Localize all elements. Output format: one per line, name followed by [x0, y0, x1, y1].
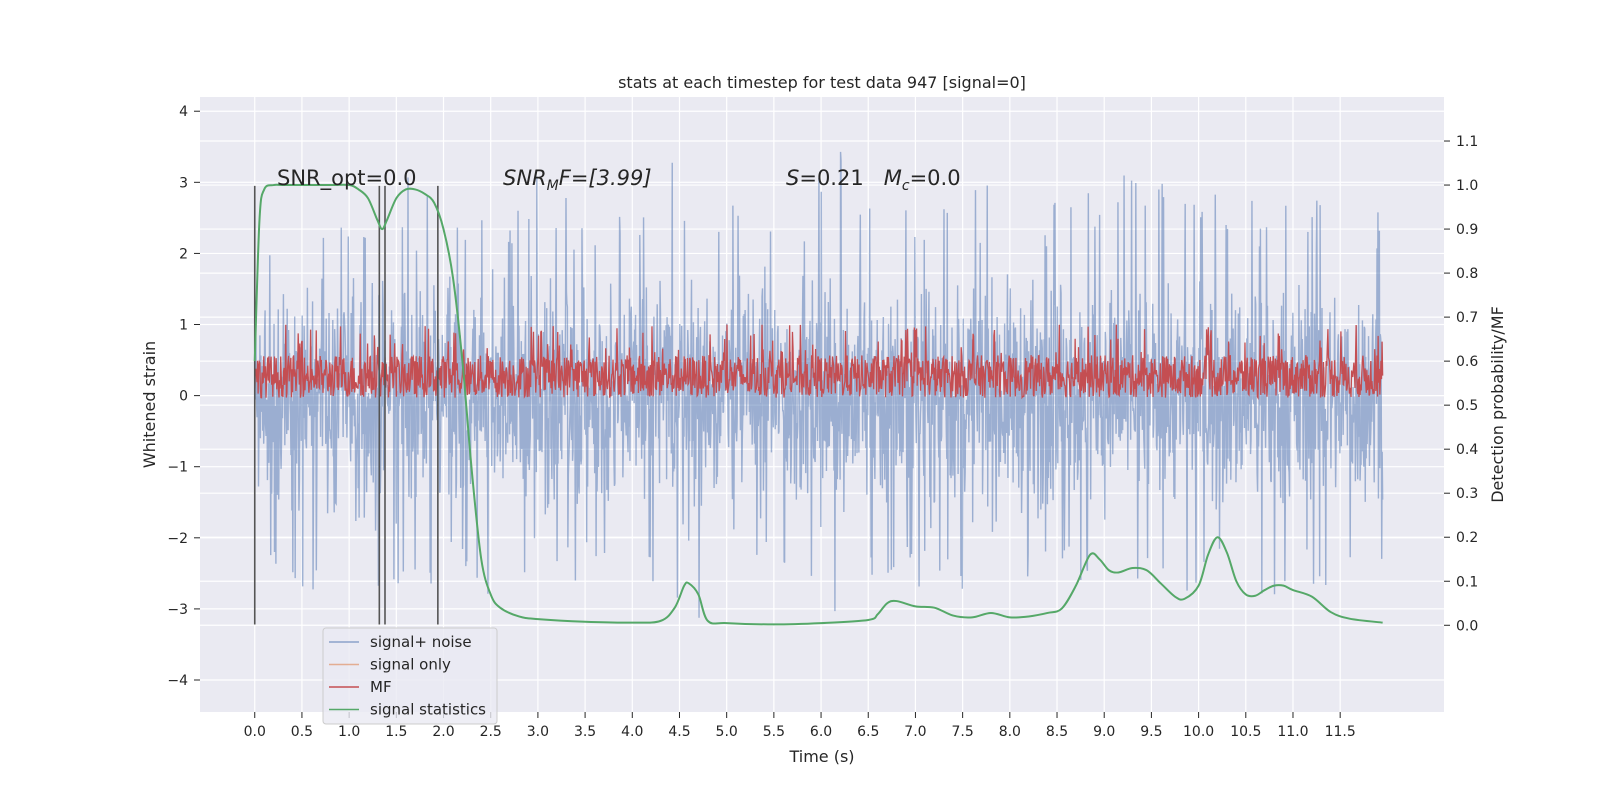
y-left-tick-label: 3	[179, 175, 188, 191]
annotation-snr-mf: SNRMF=[3.99]	[503, 166, 652, 194]
y-left-axis-label: Whitened strain	[140, 341, 159, 468]
y-right-tick-label: 0.3	[1456, 486, 1478, 502]
signal-noise-line	[254, 151, 1384, 618]
x-tick-label: 8.0	[999, 724, 1021, 740]
y-right-tick-label: 0.7	[1456, 310, 1478, 326]
y-right-tick-label: 0.0	[1456, 618, 1478, 634]
plot-content	[253, 151, 1384, 626]
x-tick-label: 10.0	[1183, 724, 1214, 740]
x-tick-label: 7.5	[952, 724, 974, 740]
x-tick-label: 3.5	[574, 724, 596, 740]
annotation-snr-mf-symbol: SNR	[503, 166, 547, 190]
y-left-tick-label: −3	[167, 602, 188, 618]
series-signal-noise	[254, 151, 1384, 618]
annotation-s-mc: S=0.21 Mc=0.0	[786, 166, 961, 194]
x-tick-label: 5.5	[763, 724, 785, 740]
y-left-tick-label: 0	[179, 389, 188, 405]
x-tick-label: 0.5	[291, 724, 313, 740]
x-tick-label: 8.5	[1046, 724, 1068, 740]
x-tick-label: 6.5	[857, 724, 879, 740]
y-right-tick-label: 0.1	[1456, 574, 1478, 590]
y-left-axis-ticks: −4 −3 −2 −1 0 1 2 3 4	[167, 104, 200, 689]
annotation-snr-mf-subscript: M	[547, 178, 559, 194]
y-right-tick-label: 0.2	[1456, 530, 1478, 546]
y-left-tick-label: −2	[167, 531, 188, 547]
x-tick-label: 0.0	[244, 724, 266, 740]
y-left-tick-label: 1	[179, 318, 188, 334]
y-right-tick-label: 0.8	[1456, 266, 1478, 282]
series-signal-statistics	[253, 183, 1383, 626]
legend-box	[322, 627, 498, 725]
legend-label: signal statistics	[370, 701, 486, 719]
annotation-s-value: =0.21	[799, 166, 883, 190]
x-tick-label: 3.0	[527, 724, 549, 740]
annotation-snr-mf-value: F=[3.99]	[559, 166, 652, 190]
legend-label: signal only	[370, 656, 451, 674]
x-tick-label: 4.5	[668, 724, 690, 740]
annotation-mc-subscript: c	[902, 178, 910, 194]
y-right-tick-label: 0.6	[1456, 354, 1478, 370]
mf-line	[254, 324, 1384, 400]
x-axis-label: Time (s)	[788, 747, 854, 766]
x-tick-label: 10.5	[1230, 724, 1261, 740]
chart-title: stats at each timestep for test data 947…	[618, 73, 1026, 92]
annotation-snr-opt: SNR_opt=0.0	[277, 166, 417, 191]
y-left-tick-label: −1	[167, 460, 188, 476]
y-left-tick-label: 2	[179, 246, 188, 262]
x-axis-ticks: 0.0 0.5 1.0 1.5 2.0 2.5 3.0 3.5 4.0 4.5 5.0 5.5 6.0 6…	[244, 712, 1356, 740]
y-right-tick-label: 0.4	[1456, 442, 1478, 458]
x-tick-label: 5.0	[716, 724, 738, 740]
y-right-tick-label: 1.1	[1456, 134, 1478, 150]
series-mf	[254, 324, 1384, 400]
signal-statistics-line	[253, 183, 1383, 626]
y-right-axis-label: Detection probability/MF	[1488, 306, 1507, 503]
y-right-tick-label: 1.0	[1456, 178, 1478, 194]
legend-label: signal+ noise	[370, 633, 472, 651]
annotation-mc-value: =0.0	[910, 166, 961, 190]
x-tick-label: 11.5	[1325, 724, 1356, 740]
annotation-mc-symbol: M	[884, 166, 902, 190]
x-tick-label: 1.5	[385, 724, 407, 740]
vertical-markers	[253, 185, 439, 625]
y-left-tick-label: −4	[167, 673, 188, 689]
y-right-axis-ticks: 0.0 0.1 0.2 0.3 0.4 0.5 0.6 0.7 0.8 0.9 1.0 1.1	[1444, 134, 1478, 634]
x-tick-label: 9.0	[1093, 724, 1115, 740]
x-tick-label: 1.0	[338, 724, 360, 740]
x-tick-label: 11.0	[1277, 724, 1308, 740]
x-tick-label: 9.5	[1140, 724, 1162, 740]
x-tick-label: 2.5	[480, 724, 502, 740]
legend-label: MF	[370, 678, 392, 696]
legend: signal+ noise signal only MF signal statist…	[322, 627, 498, 725]
x-tick-label: 6.0	[810, 724, 832, 740]
x-tick-label: 7.0	[904, 724, 926, 740]
annotation-s-symbol: S	[786, 166, 799, 190]
y-right-tick-label: 0.9	[1456, 222, 1478, 238]
x-tick-label: 2.0	[432, 724, 454, 740]
y-left-tick-label: 4	[179, 104, 188, 120]
y-right-tick-label: 0.5	[1456, 398, 1478, 414]
x-tick-label: 4.0	[621, 724, 643, 740]
